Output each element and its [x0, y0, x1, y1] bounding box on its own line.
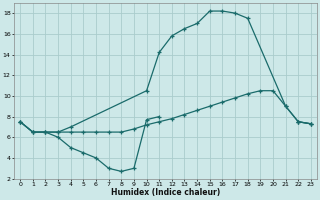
X-axis label: Humidex (Indice chaleur): Humidex (Indice chaleur)	[111, 188, 220, 197]
